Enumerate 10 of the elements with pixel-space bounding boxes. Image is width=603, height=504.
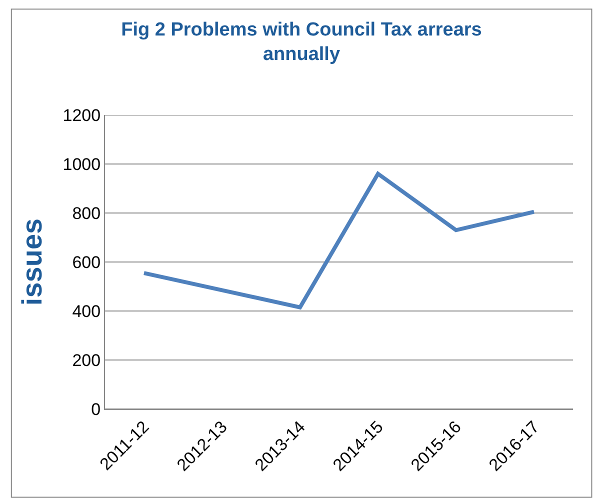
y-tick-label: 400 xyxy=(72,302,101,321)
y-tick-label: 600 xyxy=(72,252,101,272)
line-series xyxy=(142,172,536,310)
y-tick-label: 800 xyxy=(72,204,101,223)
y-tick-label: 200 xyxy=(72,350,101,370)
y-tick-label: 0 xyxy=(91,400,101,419)
y-axis-title: issues xyxy=(16,218,48,306)
y-tick-label: 1200 xyxy=(62,106,101,125)
y-tick-label: 1000 xyxy=(62,154,101,174)
chart-title: Fig 2 Problems with Council Tax arrears annually xyxy=(121,19,482,65)
